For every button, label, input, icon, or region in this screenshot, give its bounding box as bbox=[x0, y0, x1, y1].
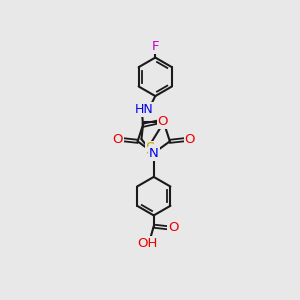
Text: OH: OH bbox=[137, 237, 158, 250]
Text: O: O bbox=[112, 133, 123, 146]
Text: N: N bbox=[149, 147, 159, 160]
Text: O: O bbox=[184, 133, 195, 146]
Text: HN: HN bbox=[135, 103, 154, 116]
Text: F: F bbox=[152, 40, 159, 52]
Text: O: O bbox=[158, 115, 168, 128]
Text: O: O bbox=[169, 221, 179, 234]
Text: S: S bbox=[146, 142, 155, 158]
